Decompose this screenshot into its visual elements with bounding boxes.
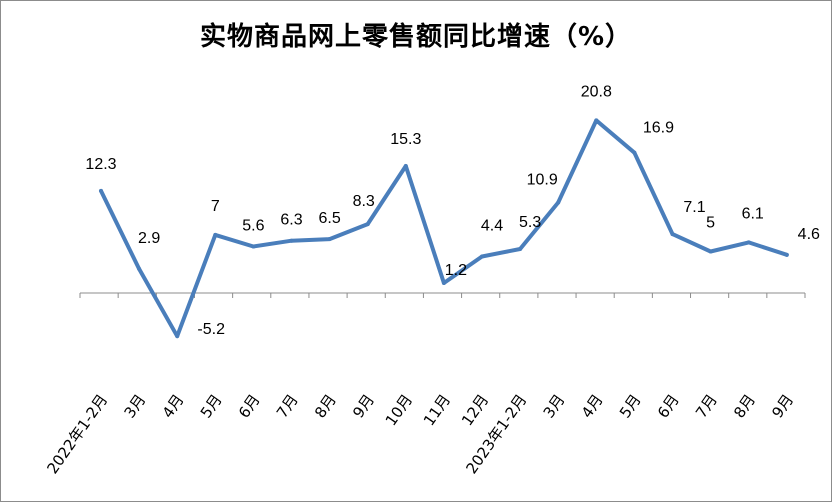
data-label: 5.3 [519, 214, 541, 231]
x-tick-label: 11月 [420, 391, 454, 429]
x-tick-label: 9月 [349, 391, 378, 421]
data-label: 8.3 [353, 193, 375, 210]
data-label: 16.9 [643, 120, 674, 137]
x-tick-label: 9月 [768, 391, 797, 421]
x-tick-label: 4月 [159, 391, 188, 421]
data-point [441, 281, 446, 286]
x-tick-label: 7月 [692, 391, 721, 421]
data-label: 6.3 [280, 212, 302, 229]
data-point [365, 222, 370, 227]
data-point [327, 237, 332, 242]
data-point [746, 240, 751, 245]
data-label: 7.1 [683, 199, 705, 216]
data-label: 10.9 [527, 172, 558, 189]
x-tick-label: 8月 [730, 391, 759, 421]
data-label: 1.2 [445, 262, 467, 279]
x-tick-label: 6月 [235, 391, 264, 421]
data-point [251, 244, 256, 249]
data-label: 6.1 [742, 205, 764, 222]
x-tick-label: 5月 [616, 391, 645, 421]
data-point [175, 334, 180, 339]
data-point [670, 232, 675, 237]
data-point [137, 266, 142, 271]
x-tick-label: 2022年1-2月 [43, 391, 111, 477]
series-line [99, 118, 789, 339]
data-label: 5.6 [242, 218, 264, 235]
data-point [784, 252, 789, 257]
data-point [632, 150, 637, 155]
data-label: -5.2 [197, 321, 225, 338]
x-tick-label: 3月 [540, 391, 569, 421]
data-label: 7 [211, 198, 220, 215]
data-point [594, 118, 599, 123]
data-label: 4.6 [798, 226, 820, 243]
data-point [403, 164, 408, 169]
chart-title: 实物商品网上零售额同比增速（%） [199, 22, 633, 52]
data-label: 15.3 [390, 131, 421, 148]
x-tick-label: 4月 [578, 391, 607, 421]
data-label: 5 [706, 215, 715, 232]
x-tick-label: 5月 [197, 391, 226, 421]
data-point [518, 247, 523, 252]
x-tick-label: 10月 [382, 391, 416, 429]
data-point [480, 254, 484, 259]
data-point [99, 188, 103, 193]
data-point [708, 249, 713, 254]
data-label: 6.5 [318, 210, 340, 227]
x-tick-label: 6月 [654, 391, 683, 421]
data-label: 4.4 [481, 217, 503, 234]
data-point [289, 238, 294, 243]
x-tick-label: 3月 [121, 391, 150, 421]
data-point [213, 232, 218, 237]
x-tick-label: 12月 [458, 391, 492, 429]
x-tick-label: 7月 [273, 391, 302, 421]
data-label: 12.3 [85, 156, 116, 173]
data-point [556, 200, 561, 205]
data-label: 2.9 [138, 230, 160, 247]
x-tick-label: 8月 [311, 391, 340, 421]
data-label: 20.8 [581, 83, 612, 100]
